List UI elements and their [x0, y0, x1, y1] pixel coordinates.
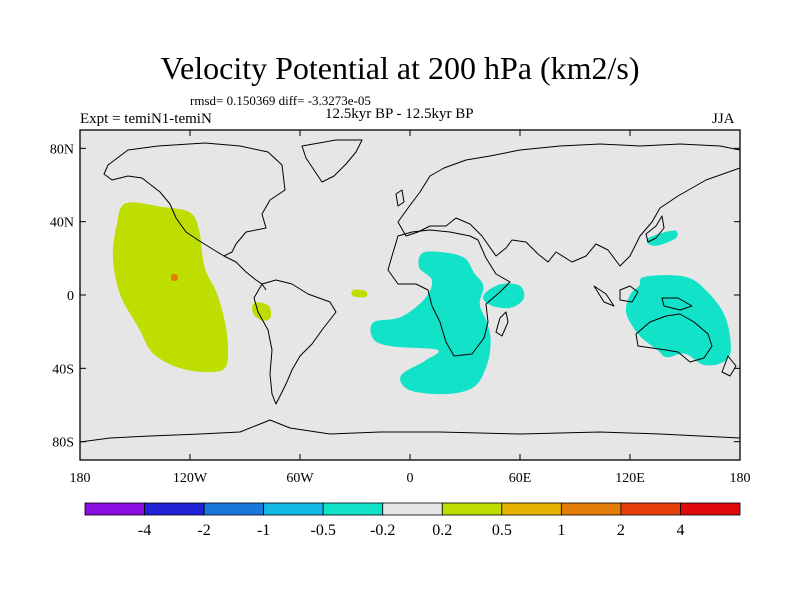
coast-south-america: [253, 279, 337, 405]
lat-tick-label: 80S: [52, 436, 74, 451]
colorbar-swatch: [144, 502, 205, 516]
colorbar: -4 -2 -1 -0.5 -0.2 0.2 0.5 1 2 4: [84, 502, 741, 539]
region-eastern-pacific-peak: [171, 274, 178, 282]
lat-tick-label: 40N: [50, 216, 74, 231]
colorbar-swatch: [84, 502, 145, 516]
shaded-regions: [112, 202, 731, 395]
region-east-asia-negative: [646, 230, 678, 246]
colorbar-label: -0.5: [311, 522, 336, 539]
colorbar-swatch: [560, 502, 622, 516]
lat-tick-label: 0: [67, 289, 74, 304]
colorbar-label: 4: [676, 522, 684, 539]
colorbar-swatch: [501, 502, 562, 516]
coast-borneo: [619, 285, 639, 303]
colorbar-label: -1: [257, 522, 270, 539]
experiment-label: Expt = temiN1-temiN: [80, 111, 212, 127]
coast-uk: [395, 189, 405, 207]
coast-africa: [387, 229, 511, 357]
lon-tick-label: 120E: [615, 471, 645, 486]
colorbar-swatch: [620, 502, 681, 516]
stats-line: rmsd= 0.150369 diff= -3.3273e-05: [190, 93, 371, 108]
coast-new-zealand: [721, 355, 737, 377]
colorbar-label: 2: [617, 522, 625, 539]
coast-madagascar: [495, 311, 509, 337]
lon-tick-label: 120W: [173, 471, 208, 486]
longitude-axis: 180 120W 60W 0 60E 120E 180: [70, 130, 751, 486]
region-africa-south-atlantic-negative: [370, 251, 491, 395]
coast-greenland: [301, 139, 363, 183]
coast-central-america: [223, 255, 267, 291]
colorbar-swatch: [441, 502, 503, 516]
season-label: JJA: [712, 111, 735, 127]
region-maritime-continent-australia-negative: [625, 275, 731, 366]
lon-tick-label: 0: [407, 471, 414, 486]
colorbar-label: 0.5: [492, 522, 512, 539]
colorbar-label: -2: [197, 522, 210, 539]
lat-tick-label: 40S: [52, 362, 74, 377]
lon-tick-label: 180: [70, 471, 91, 486]
lon-tick-label: 180: [730, 471, 751, 486]
colorbar-swatch: [263, 502, 324, 516]
coast-eurasia: [397, 143, 740, 267]
colorbar-swatch: [382, 502, 443, 516]
colorbar-label: 1: [557, 522, 565, 539]
coast-new-guinea: [661, 297, 693, 311]
colorbar-swatch: [322, 502, 384, 516]
period-label: 12.5kyr BP - 12.5kyr BP: [325, 106, 474, 122]
region-atlantic-positive: [351, 289, 368, 298]
region-eastern-pacific-positive: [112, 202, 229, 373]
coast-north-america: [103, 142, 286, 257]
colorbar-label: -4: [138, 522, 151, 539]
lon-tick-label: 60W: [286, 471, 314, 486]
lat-tick-label: 80N: [50, 142, 74, 157]
colorbar-swatch: [680, 502, 741, 516]
lon-tick-label: 60E: [509, 471, 532, 486]
coast-japan: [645, 215, 665, 243]
colorbar-swatch: [203, 502, 265, 516]
plot-title: Velocity Potential at 200 hPa (km2/s): [160, 50, 640, 86]
colorbar-label: 0.2: [432, 522, 452, 539]
coast-antarctica: [80, 419, 740, 443]
colorbar-label: -0.2: [370, 522, 395, 539]
coastlines: [80, 139, 740, 443]
coast-australia: [635, 313, 713, 363]
region-western-indian-negative: [483, 283, 525, 309]
latitude-axis: 80N 40N 0 40S 80S: [50, 142, 740, 451]
coast-sumatra: [593, 285, 615, 307]
